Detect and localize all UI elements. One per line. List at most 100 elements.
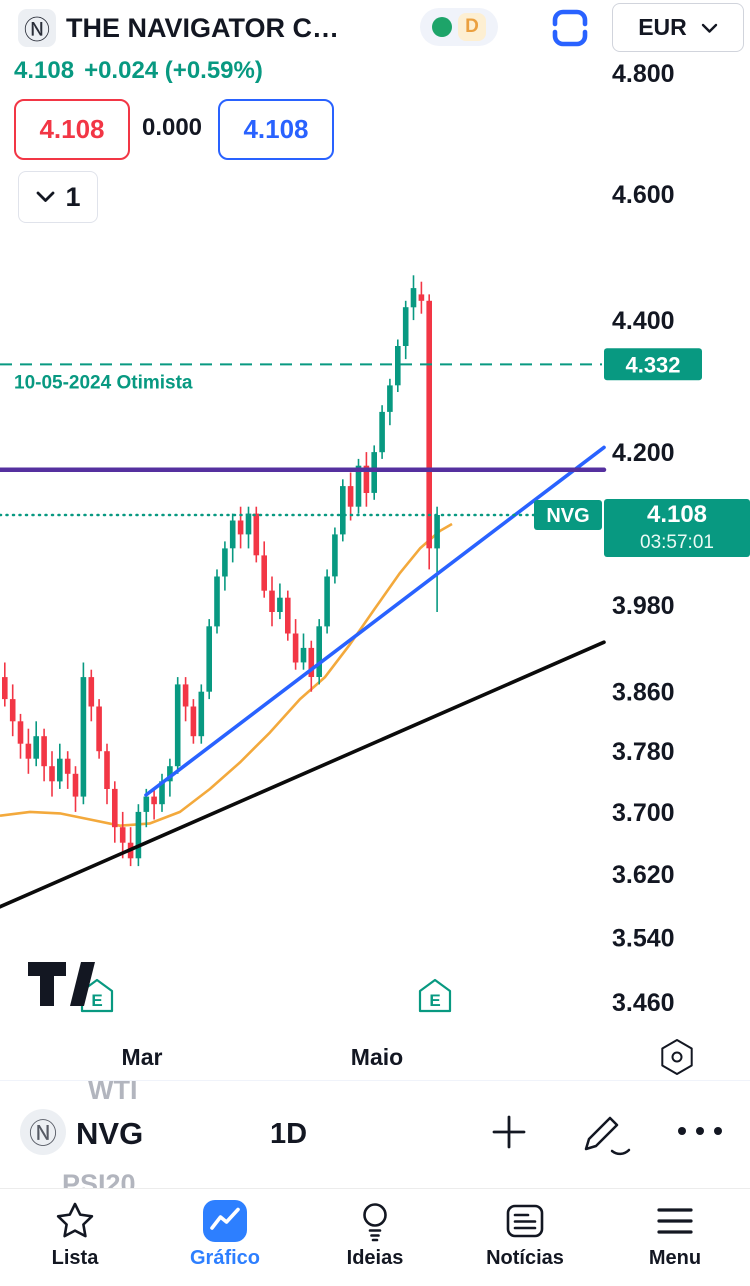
draw-button[interactable] [576, 1111, 634, 1157]
candle-body [363, 465, 370, 493]
candle-body [104, 751, 110, 789]
candle-body [300, 647, 307, 663]
alert-price-text: 4.332 [625, 352, 680, 377]
fullscreen-icon [552, 9, 588, 47]
earnings-icon-label: E [429, 991, 440, 1010]
nav-lista[interactable]: Lista [0, 1189, 150, 1286]
tradingview-logo [28, 962, 95, 1006]
candle-body [277, 597, 283, 612]
candlestick-series [2, 275, 440, 867]
symbol-tag-text: NVG [546, 505, 589, 527]
alert-note: 10-05-2024 Otimista [14, 372, 193, 393]
price-axis-label: 4.800 [612, 60, 675, 88]
candle-body [418, 294, 425, 301]
nav-menu[interactable]: Menu [600, 1189, 750, 1286]
candle-body [135, 811, 142, 859]
candle-body [410, 288, 417, 308]
symbol-avatar-glyph: Ⓝ [28, 1118, 57, 1149]
candle-body [2, 677, 8, 700]
candle-body [332, 534, 338, 577]
nav-label: Ideias [346, 1247, 404, 1269]
earnings-icon[interactable] [418, 978, 452, 1013]
spread-value: 0.000 [141, 113, 203, 141]
last-price: 4.108 [14, 57, 75, 84]
next-symbol[interactable]: PSI20 [62, 1169, 136, 1189]
market-status-pill[interactable]: D [420, 8, 498, 46]
active-interval[interactable]: 1D [270, 1117, 308, 1150]
candle-body [182, 684, 189, 707]
candle-body [229, 520, 236, 549]
quantity-dropdown[interactable]: 1 [18, 171, 98, 223]
more-button[interactable] [674, 1119, 726, 1143]
candle-body [72, 773, 79, 797]
candle-body [151, 796, 157, 805]
chevron-down-icon [701, 23, 717, 33]
price-axis-label: 4.200 [612, 439, 675, 467]
candle-body [49, 766, 55, 782]
price-axis-label: 3.860 [612, 679, 675, 707]
currency-value: EUR [638, 14, 687, 40]
candle-body [222, 548, 228, 577]
candle-body [80, 677, 87, 797]
nav-label: Gráfico [189, 1247, 261, 1269]
candle-body [395, 346, 401, 386]
candle-body [261, 555, 267, 591]
candle-body [285, 597, 291, 634]
candle-body [379, 411, 385, 453]
active-symbol[interactable]: NVG [76, 1116, 144, 1151]
candle-body [143, 796, 150, 812]
nav-ideias[interactable]: Ideias [300, 1189, 450, 1286]
nav-noticias[interactable]: Notícias [450, 1189, 600, 1286]
last-price-label [604, 499, 750, 557]
nav-label: Menu [648, 1247, 702, 1269]
prev-symbol[interactable]: WTI [88, 1080, 138, 1105]
ma-line[interactable] [0, 522, 453, 828]
candle-body [190, 706, 197, 737]
fullscreen-button[interactable] [544, 3, 596, 53]
add-button[interactable] [488, 1111, 530, 1153]
symbol-picker-sheet: WTI Ⓝ NVG 1D PSI20 [0, 1080, 750, 1189]
symbol-title: THE NAVIGATOR C… [66, 12, 340, 43]
object-tree-icon[interactable] [661, 1039, 693, 1075]
candle-body [253, 513, 260, 556]
sell-button[interactable]: 4.108 [14, 99, 130, 160]
earnings-icon[interactable] [80, 978, 114, 1013]
candle-body [308, 647, 315, 677]
candle-body [316, 626, 322, 677]
currency-select[interactable]: EUR [612, 3, 744, 52]
active-symbol-row[interactable]: Ⓝ NVG 1D [0, 1105, 750, 1163]
earnings-icon-label: E [91, 991, 102, 1010]
interval-d-badge[interactable]: D [458, 13, 486, 41]
candle-body [119, 827, 126, 843]
price-axis-label: 3.540 [612, 924, 675, 952]
nav-grafico[interactable]: Gráfico [150, 1189, 300, 1286]
candle-body [167, 766, 173, 782]
candle-body [426, 300, 432, 549]
bottom-nav: Lista Gráfico Ideias Notícias [0, 1188, 750, 1286]
candle-body [402, 307, 409, 346]
price-chart-canvas[interactable]: 10-05-2024 Otimista 4.332 NVG 4.108 03:57:01… [0, 0, 750, 1080]
candle-body [355, 465, 362, 507]
price-axis-label: 3.700 [612, 799, 675, 827]
ascending-trendline-blue[interactable] [144, 445, 606, 797]
candle-body [245, 513, 252, 535]
support-trendline-black[interactable] [0, 640, 606, 909]
candle-body [33, 736, 39, 759]
candle-body [324, 576, 330, 627]
candle-body [237, 520, 244, 535]
candle-body [387, 385, 393, 412]
symbol-tag [534, 500, 602, 530]
market-open-dot [432, 17, 452, 37]
nav-label: Lista [51, 1247, 99, 1269]
buy-button[interactable]: 4.108 [218, 99, 334, 160]
candle-body [112, 788, 118, 828]
time-axis-label: Mar [122, 1044, 163, 1070]
last-price-text: 4.108 [647, 501, 707, 528]
symbol-avatar: Ⓝ [20, 1109, 66, 1155]
candle-body [96, 706, 102, 752]
price-axis-label: 3.780 [612, 738, 675, 766]
alert-price-label [604, 348, 702, 381]
company-logo-glyph: Ⓝ [23, 14, 50, 45]
candle-body [434, 515, 440, 549]
